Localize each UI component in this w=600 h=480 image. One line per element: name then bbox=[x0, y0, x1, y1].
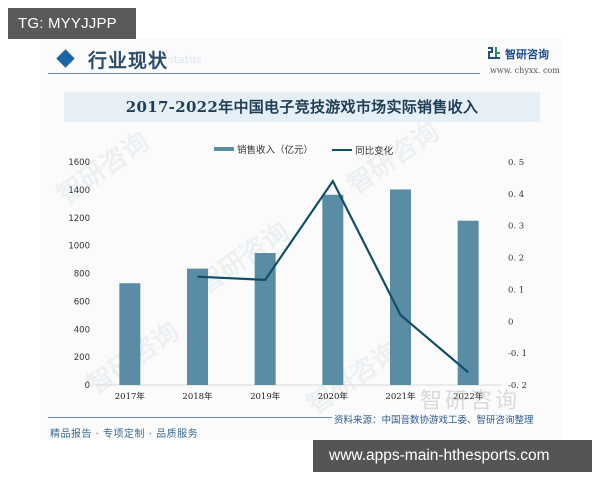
left-axis-tick: 1200 bbox=[68, 214, 90, 224]
chart-title: 2017-2022年中国电子竞技游戏市场实际销售收入 bbox=[125, 98, 479, 116]
bar bbox=[187, 268, 208, 385]
header-divider bbox=[48, 73, 480, 74]
bar bbox=[254, 253, 276, 385]
left-axis-tick: 0 bbox=[85, 381, 90, 391]
section-title: 行业现状 bbox=[88, 50, 169, 72]
right-axis-tick: 0. 5 bbox=[508, 158, 524, 168]
left-axis-tick: 800 bbox=[74, 270, 90, 280]
legend-item-yoy: 同比变化 bbox=[332, 143, 393, 157]
right-axis-tick: 0. 2 bbox=[508, 254, 524, 264]
bar-series bbox=[119, 189, 479, 385]
data-source: 资料来源：中国音数协游戏工委、智研咨询整理 bbox=[334, 415, 534, 426]
brand-logo-icon bbox=[488, 47, 500, 59]
chart-legend: 销售收入（亿元） 同比变化 bbox=[214, 136, 407, 157]
legend-bar-swatch-icon bbox=[214, 147, 234, 151]
left-axis-tick: 1600 bbox=[68, 158, 90, 168]
right-axis-tick: -0. 2 bbox=[508, 381, 527, 391]
legend-label-sales: 销售收入（亿元） bbox=[237, 145, 314, 156]
x-axis-tick: 2018年 bbox=[182, 391, 213, 402]
site-url-overlay: www.apps-main-hthesports.com bbox=[313, 440, 592, 472]
brand-name: 智研咨询 bbox=[505, 48, 549, 61]
left-axis-tick: 400 bbox=[74, 325, 90, 335]
x-axis: 2017年 2018年 2019年 2020年 2021年 2022年 bbox=[115, 391, 484, 402]
right-axis: -0. 2 -0. 1 0 0. 1 0. 2 0. 3 0. 4 0. 5 bbox=[508, 158, 527, 391]
footer-slogan: 精品报告 · 专项定制 · 品质服务 bbox=[50, 429, 199, 440]
legend-label-yoy: 同比变化 bbox=[355, 146, 394, 157]
bar bbox=[390, 189, 411, 385]
left-axis-tick: 600 bbox=[74, 297, 90, 307]
brand-watermark: 智研咨询 bbox=[420, 389, 521, 414]
right-axis-tick: 0. 1 bbox=[508, 285, 524, 295]
left-axis: 0 200 400 600 800 1000 1200 1400 1600 bbox=[68, 158, 90, 391]
bar bbox=[322, 194, 344, 385]
right-axis-tick: 0. 3 bbox=[508, 222, 524, 232]
legend-line-swatch-icon bbox=[332, 149, 353, 151]
section-subtitle: status bbox=[168, 53, 202, 66]
bar bbox=[119, 283, 141, 385]
left-axis-tick: 1400 bbox=[68, 186, 90, 196]
x-axis-tick: 2020年 bbox=[318, 391, 349, 402]
legend-item-sales: 销售收入（亿元） bbox=[214, 142, 313, 156]
right-axis-tick: 0 bbox=[508, 317, 513, 327]
footer-divider bbox=[48, 417, 332, 418]
tg-badge: TG: MYYJJPP bbox=[8, 8, 136, 39]
left-axis-tick: 200 bbox=[74, 353, 90, 363]
left-axis-tick: 1000 bbox=[68, 242, 90, 252]
bar bbox=[457, 220, 479, 385]
yoy-line-series bbox=[197, 178, 469, 374]
x-axis-tick: 2022年 bbox=[453, 391, 484, 402]
x-axis-tick: 2021年 bbox=[385, 391, 416, 402]
right-axis-tick: -0. 1 bbox=[508, 349, 527, 359]
brand-url: www. chyxx. com bbox=[490, 66, 560, 75]
x-axis-tick: 2017年 bbox=[115, 391, 146, 402]
x-axis-tick: 2019年 bbox=[250, 391, 281, 402]
right-axis-tick: 0. 4 bbox=[508, 190, 524, 200]
chart-title-band: 2017-2022年中国电子竞技游戏市场实际销售收入 bbox=[64, 92, 540, 122]
